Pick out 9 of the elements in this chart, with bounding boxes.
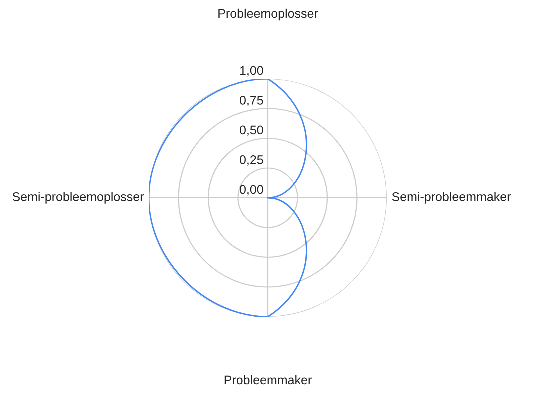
y-tick-label: 0,50 bbox=[240, 126, 264, 136]
y-tick-label: 0,00 bbox=[240, 185, 264, 196]
y-tick-label: 0,75 bbox=[240, 96, 264, 106]
y-tick-label: 1,00 bbox=[240, 66, 264, 77]
spoke-label: Probleemmaker bbox=[224, 375, 312, 385]
spoke-label: Probleemoplosser bbox=[218, 8, 318, 21]
y-tick-label: 0,25 bbox=[240, 156, 264, 166]
spoke-label: Semi-probleemoplosser bbox=[12, 192, 144, 204]
spoke-label: Semi-probleemmaker bbox=[392, 192, 512, 204]
